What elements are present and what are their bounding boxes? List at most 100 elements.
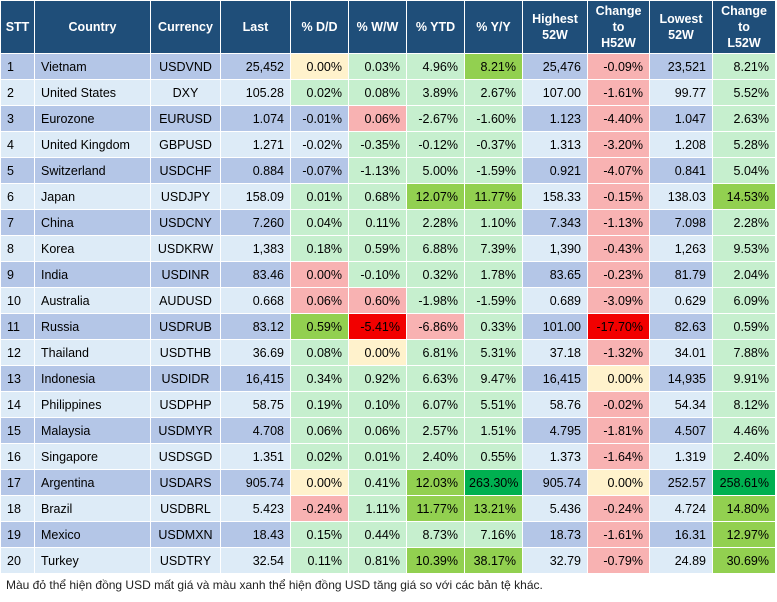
table-row: 18 Brazil USDBRL 5.423 -0.24% 1.11% 11.77% 13.2… <box>0 495 776 522</box>
cell-low: 1.319 <box>649 443 713 470</box>
cell-last: 4.708 <box>220 417 291 444</box>
cell-stt: 13 <box>0 365 35 392</box>
cell-ytd: 5.00% <box>406 157 465 184</box>
cell-stt: 3 <box>0 105 35 132</box>
cell-high: 1.123 <box>522 105 588 132</box>
cell-stt: 2 <box>0 79 35 106</box>
cell-yy: 11.77% <box>464 183 523 210</box>
cell-low: 0.841 <box>649 157 713 184</box>
cell-ytd: 6.81% <box>406 339 465 366</box>
cell-stt: 18 <box>0 495 35 522</box>
cell-currency: DXY <box>150 79 221 106</box>
header-change-l52w-l2: to <box>738 20 750 34</box>
cell-yy: -1.60% <box>464 105 523 132</box>
cell-yy: 0.33% <box>464 313 523 340</box>
cell-chl: 5.28% <box>712 131 776 158</box>
cell-chh: 0.00% <box>587 365 650 392</box>
cell-currency: USDTRY <box>150 547 221 574</box>
header-highest-52w-l2: 52W <box>542 28 568 42</box>
cell-dd: 0.06% <box>290 287 349 314</box>
cell-yy: 1.51% <box>464 417 523 444</box>
cell-currency: USDJPY <box>150 183 221 210</box>
cell-stt: 16 <box>0 443 35 470</box>
cell-high: 83.65 <box>522 261 588 288</box>
cell-ytd: 2.57% <box>406 417 465 444</box>
cell-chl: 2.04% <box>712 261 776 288</box>
header-stt: STT <box>0 0 35 54</box>
cell-chl: 5.04% <box>712 157 776 184</box>
cell-country: Russia <box>34 313 151 340</box>
cell-ww: 0.10% <box>348 391 407 418</box>
cell-country: Argentina <box>34 469 151 496</box>
header-highest-52w: Highest 52W <box>522 0 588 54</box>
cell-dd: 0.15% <box>290 521 349 548</box>
cell-ww: 0.44% <box>348 521 407 548</box>
cell-chh: -0.09% <box>587 53 650 80</box>
cell-dd: 0.01% <box>290 183 349 210</box>
cell-stt: 20 <box>0 547 35 574</box>
cell-chh: -1.64% <box>587 443 650 470</box>
table-body: 1 Vietnam USDVND 25,452 0.00% 0.03% 4.96% 8.21%… <box>0 53 776 574</box>
cell-last: 32.54 <box>220 547 291 574</box>
cell-dd: -0.07% <box>290 157 349 184</box>
cell-chl: 6.09% <box>712 287 776 314</box>
cell-chl: 2.40% <box>712 443 776 470</box>
footnote: Màu đỏ thể hiện đồng USD mất giá và màu … <box>6 578 543 592</box>
cell-chh: -0.02% <box>587 391 650 418</box>
cell-chl: 7.88% <box>712 339 776 366</box>
cell-low: 252.57 <box>649 469 713 496</box>
cell-country: Brazil <box>34 495 151 522</box>
cell-last: 1,383 <box>220 235 291 262</box>
cell-stt: 15 <box>0 417 35 444</box>
cell-ww: 0.68% <box>348 183 407 210</box>
cell-dd: 0.59% <box>290 313 349 340</box>
cell-high: 1.373 <box>522 443 588 470</box>
cell-currency: USDARS <box>150 469 221 496</box>
cell-yy: 5.51% <box>464 391 523 418</box>
cell-last: 58.75 <box>220 391 291 418</box>
cell-low: 81.79 <box>649 261 713 288</box>
cell-last: 16,415 <box>220 365 291 392</box>
header-change-h52w-l2: to <box>612 20 625 34</box>
cell-country: India <box>34 261 151 288</box>
cell-chl: 14.53% <box>712 183 776 210</box>
cell-country: Japan <box>34 183 151 210</box>
cell-yy: 38.17% <box>464 547 523 574</box>
cell-country: Philippines <box>34 391 151 418</box>
cell-ww: 0.11% <box>348 209 407 236</box>
cell-chh: -3.09% <box>587 287 650 314</box>
header-country: Country <box>34 0 151 54</box>
cell-high: 1.313 <box>522 131 588 158</box>
cell-low: 82.63 <box>649 313 713 340</box>
cell-ww: 0.06% <box>348 105 407 132</box>
cell-ytd: 2.40% <box>406 443 465 470</box>
header-lowest-52w-l2: 52W <box>668 28 694 42</box>
cell-high: 0.689 <box>522 287 588 314</box>
table-row: 19 Mexico USDMXN 18.43 0.15% 0.44% 8.73% 7.16% 1… <box>0 521 776 548</box>
cell-stt: 17 <box>0 469 35 496</box>
table-row: 20 Turkey USDTRY 32.54 0.11% 0.81% 10.39% 38.17… <box>0 547 776 574</box>
cell-high: 7.343 <box>522 209 588 236</box>
cell-low: 4.724 <box>649 495 713 522</box>
cell-stt: 11 <box>0 313 35 340</box>
cell-stt: 5 <box>0 157 35 184</box>
cell-stt: 4 <box>0 131 35 158</box>
header-change-l52w: Change to L52W <box>712 0 776 54</box>
cell-ytd: 6.88% <box>406 235 465 262</box>
cell-dd: 0.19% <box>290 391 349 418</box>
cell-ww: -0.10% <box>348 261 407 288</box>
table-row: 7 China USDCNY 7.260 0.04% 0.11% 2.28% 1.10% 7.3… <box>0 209 776 236</box>
cell-yy: 5.31% <box>464 339 523 366</box>
cell-ytd: 0.32% <box>406 261 465 288</box>
cell-country: Eurozone <box>34 105 151 132</box>
cell-low: 138.03 <box>649 183 713 210</box>
cell-low: 7.098 <box>649 209 713 236</box>
cell-chh: -0.24% <box>587 495 650 522</box>
cell-yy: 1.78% <box>464 261 523 288</box>
cell-high: 16,415 <box>522 365 588 392</box>
header-change-h52w-l3: H52W <box>601 36 636 50</box>
cell-chl: 9.91% <box>712 365 776 392</box>
cell-chl: 258.61% <box>712 469 776 496</box>
cell-ww: 0.59% <box>348 235 407 262</box>
cell-high: 107.00 <box>522 79 588 106</box>
